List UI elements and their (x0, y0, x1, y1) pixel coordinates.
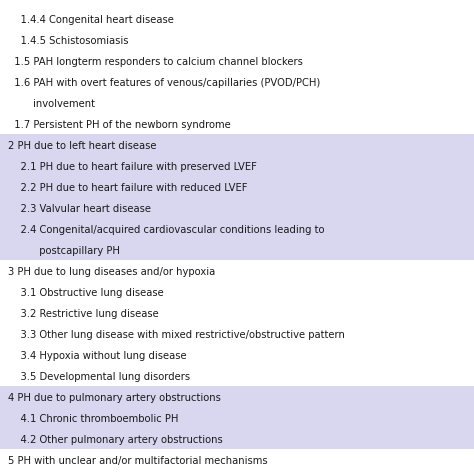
Text: 2.2 PH due to heart failure with reduced LVEF: 2.2 PH due to heart failure with reduced… (8, 182, 247, 192)
Text: 5 PH with unclear and/or multifactorial mechanisms: 5 PH with unclear and/or multifactorial … (8, 456, 268, 465)
Text: 2 PH due to left heart disease: 2 PH due to left heart disease (8, 141, 156, 151)
Text: 4.1 Chronic thromboembolic PH: 4.1 Chronic thromboembolic PH (8, 413, 178, 424)
Text: 1.6 PAH with overt features of venous/capillaries (PVOD/PCH): 1.6 PAH with overt features of venous/ca… (8, 78, 320, 88)
Text: 3.3 Other lung disease with mixed restrictive/obstructive pattern: 3.3 Other lung disease with mixed restri… (8, 329, 345, 339)
Text: 1.7 Persistent PH of the newborn syndrome: 1.7 Persistent PH of the newborn syndrom… (8, 119, 231, 129)
Text: 2.1 PH due to heart failure with preserved LVEF: 2.1 PH due to heart failure with preserv… (8, 162, 257, 172)
Text: postcapillary PH: postcapillary PH (8, 246, 120, 255)
Text: 1.4.5 Schistosomiasis: 1.4.5 Schistosomiasis (8, 36, 128, 46)
Text: 4.2 Other pulmonary artery obstructions: 4.2 Other pulmonary artery obstructions (8, 435, 223, 445)
Bar (0, 449, 474, 470)
Bar (0, 134, 474, 260)
Text: 2.3 Valvular heart disease: 2.3 Valvular heart disease (8, 203, 151, 214)
Text: 1.4.4 Congenital heart disease: 1.4.4 Congenital heart disease (8, 15, 174, 25)
Bar (0, 260, 474, 386)
Bar (0, 386, 474, 449)
Text: involvement: involvement (8, 99, 95, 109)
Text: 3.2 Restrictive lung disease: 3.2 Restrictive lung disease (8, 309, 159, 319)
Text: 3.4 Hypoxia without lung disease: 3.4 Hypoxia without lung disease (8, 351, 187, 361)
Bar (0, 8, 474, 134)
Text: 3 PH due to lung diseases and/or hypoxia: 3 PH due to lung diseases and/or hypoxia (8, 266, 215, 276)
Text: 2.4 Congenital/acquired cardiovascular conditions leading to: 2.4 Congenital/acquired cardiovascular c… (8, 225, 325, 235)
Text: 4 PH due to pulmonary artery obstructions: 4 PH due to pulmonary artery obstruction… (8, 392, 221, 402)
Text: 1.5 PAH longterm responders to calcium channel blockers: 1.5 PAH longterm responders to calcium c… (8, 56, 303, 66)
Text: 3.5 Developmental lung disorders: 3.5 Developmental lung disorders (8, 372, 190, 382)
Text: 3.1 Obstructive lung disease: 3.1 Obstructive lung disease (8, 288, 164, 298)
